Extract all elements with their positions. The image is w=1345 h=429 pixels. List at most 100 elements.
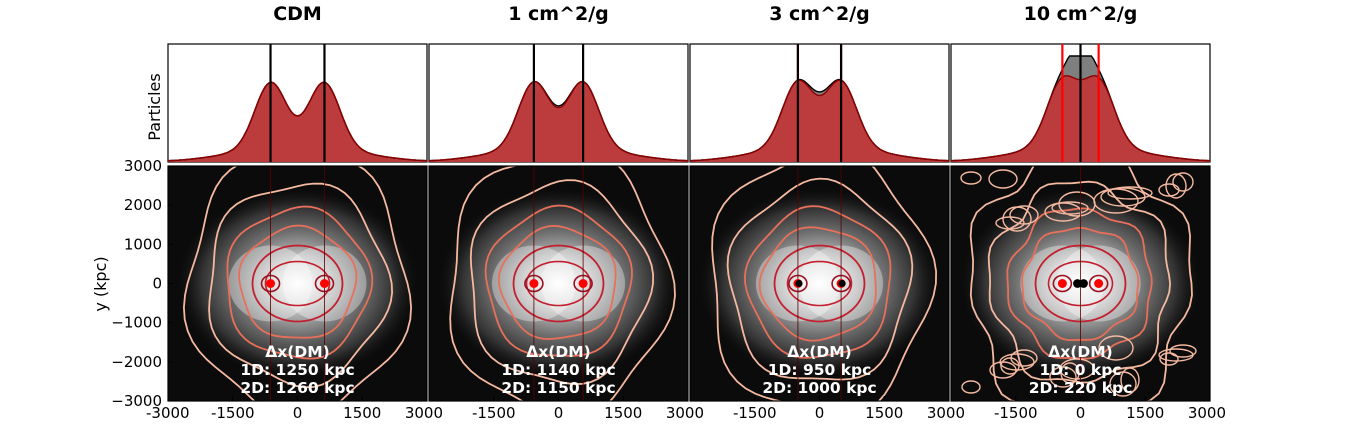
x-tick-label: 1500: [604, 404, 642, 422]
noise-contour: [961, 380, 981, 394]
y-tick-label: 3000: [124, 157, 162, 175]
profile-y-axis-label: Particles: [145, 73, 164, 140]
x-tick-label: 1500: [343, 404, 381, 422]
contour-line: [469, 179, 655, 386]
contour-line: [449, 166, 676, 401]
noise-contour: [1169, 344, 1197, 358]
x-tick-label: 1500: [865, 404, 903, 422]
contour-line: [484, 204, 633, 357]
x-tick-label: -1500: [733, 404, 777, 422]
dm-peak-red: [578, 279, 588, 288]
map-glow: [438, 188, 679, 379]
x-tick-label: 3000: [927, 404, 965, 422]
noise-contour: [1002, 206, 1032, 232]
noise-contour: [1120, 367, 1140, 393]
dm-label: Δx(DM): [526, 343, 590, 361]
map-glow: [699, 188, 940, 379]
noise-contour: [988, 169, 1018, 189]
contour-line: [773, 244, 866, 323]
panel-title: CDM: [273, 3, 322, 25]
profile-red-area: [690, 80, 949, 162]
contour-line: [238, 224, 358, 339]
contour-line: [758, 226, 877, 342]
y-tick-labels: 3000 2000 1000 0 −1000 −2000 −3000: [111, 157, 173, 410]
dm-peak-red: [1094, 279, 1104, 288]
noise-contour: [1165, 173, 1187, 199]
noise-contour: [1172, 172, 1194, 192]
contour-line: [711, 166, 938, 401]
noise-contour: [1093, 188, 1139, 214]
core-contour: [1088, 274, 1109, 293]
noise-contour: [1158, 348, 1194, 362]
contour-line: [525, 260, 592, 307]
noise-contour: [1000, 357, 1020, 375]
oned-label: 1D: 0 kpc: [1039, 361, 1121, 379]
gal-peak-black: [838, 279, 846, 288]
x-tick-label: -3000: [146, 404, 190, 422]
noise-contour: [995, 216, 1025, 230]
contour-line: [743, 205, 892, 359]
twod-label: 2D: 1150 kpc: [501, 379, 615, 397]
x-tick-label: 3000: [405, 404, 443, 422]
noise-contour: [960, 171, 982, 185]
x-tick-label: 0: [554, 404, 564, 422]
x-tick-label: 1500: [1126, 404, 1164, 422]
noise-contour: [1044, 202, 1082, 222]
oned-label: 1D: 1250 kpc: [240, 361, 354, 379]
dm-peak-red: [529, 279, 539, 288]
core-contour: [1052, 274, 1073, 293]
contour-line: [987, 180, 1172, 384]
gal-peak-black: [795, 279, 803, 288]
x-tick-label: 0: [815, 404, 825, 422]
dm-label: Δx(DM): [787, 343, 851, 361]
noise-contour: [1100, 187, 1146, 207]
noise-contour: [1098, 335, 1134, 361]
contour-line: [786, 260, 853, 307]
contour-line: [1021, 226, 1140, 342]
noise-contour: [1159, 352, 1179, 366]
x-tick-label: -1500: [472, 404, 516, 422]
contour-line: [251, 244, 344, 323]
dm-label: Δx(DM): [265, 343, 329, 361]
contour-line: [182, 166, 413, 401]
profile-red-curve: [428, 80, 689, 162]
panel-title: 10 cm^2/g: [1024, 3, 1138, 25]
noise-contour: [1051, 201, 1089, 215]
contour-line: [1034, 244, 1127, 323]
x-tick-label: 0: [1076, 404, 1086, 422]
noise-contour: [1158, 183, 1180, 197]
noise-contour: [1049, 366, 1077, 388]
contour-line: [208, 182, 394, 389]
noise-contour: [989, 361, 1017, 379]
oned-label: 1D: 1140 kpc: [501, 361, 615, 379]
x-tick-label: 3000: [666, 404, 704, 422]
x-tick-label: 0: [293, 404, 303, 422]
dm-label: Δx(DM): [1048, 343, 1112, 361]
y-tick-label: 0: [152, 275, 162, 293]
contour-line: [969, 166, 1193, 401]
x-tick-label: -1500: [211, 404, 255, 422]
twod-label: 2D: 220 kpc: [1029, 379, 1133, 397]
dm-peak-red: [319, 279, 329, 288]
y-tick-label: −3000: [111, 392, 162, 410]
profile-red-area: [429, 81, 688, 162]
noise-contour: [1060, 362, 1080, 384]
contour-line: [726, 177, 914, 381]
y-tick-label: −2000: [111, 353, 162, 371]
twod-label: 2D: 1260 kpc: [240, 379, 354, 397]
y-tick-label: −1000: [111, 314, 162, 332]
contour-line: [497, 224, 617, 340]
gal-peak-black: [1079, 279, 1088, 288]
profile-red-curve: [689, 79, 950, 162]
x-tick-label: -1500: [994, 404, 1038, 422]
